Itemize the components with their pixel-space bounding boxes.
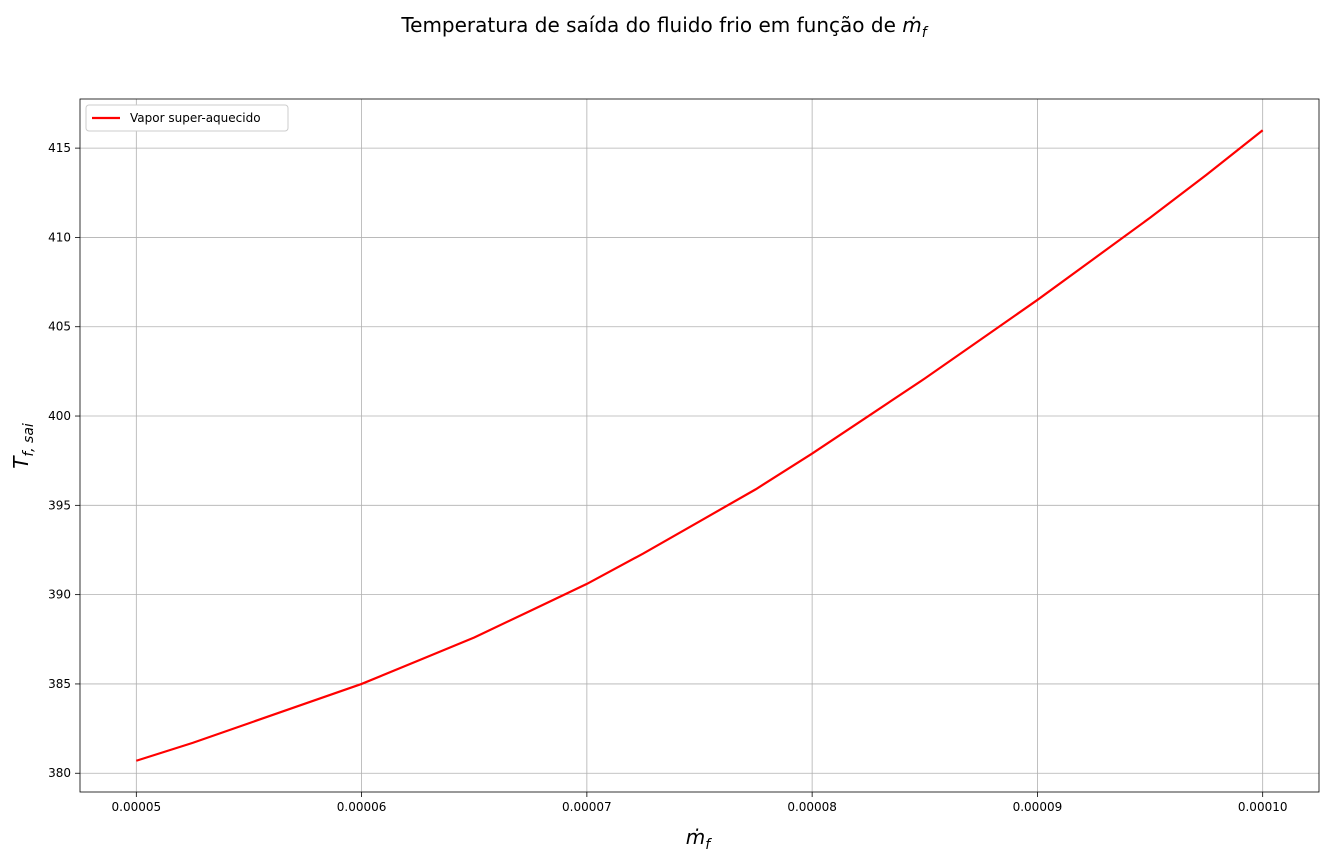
y-tick-label: 415	[48, 141, 71, 155]
x-axis-label: ṁf	[686, 825, 712, 853]
y-tick-label: 395	[48, 498, 71, 512]
y-tick-label: 405	[48, 320, 71, 334]
legend-box	[85, 104, 289, 132]
y-tick-label: 380	[48, 766, 71, 780]
x-tick-label: 0.00005	[112, 800, 162, 814]
x-tick-label: 0.00010	[1238, 800, 1288, 814]
y-tick-label: 410	[48, 230, 71, 244]
y-tick-label: 385	[48, 677, 71, 691]
data-line	[135, 129, 1264, 762]
chart-title: Temperatura de saída do fluido frio em f…	[400, 13, 928, 41]
y-tick-label: 390	[48, 588, 71, 602]
x-tick-label: 0.00007	[562, 800, 612, 814]
legend: Vapor super-aquecido	[85, 104, 289, 132]
plot-frame	[79, 98, 1320, 793]
x-tick-label: 0.00006	[337, 800, 387, 814]
legend-label: Vapor super-aquecido	[130, 111, 261, 125]
x-tick-label: 0.00008	[787, 800, 837, 814]
y-axis-label: Tf, sai	[9, 423, 37, 469]
y-tick-label: 400	[48, 409, 71, 423]
x-tick-label: 0.00009	[1013, 800, 1063, 814]
